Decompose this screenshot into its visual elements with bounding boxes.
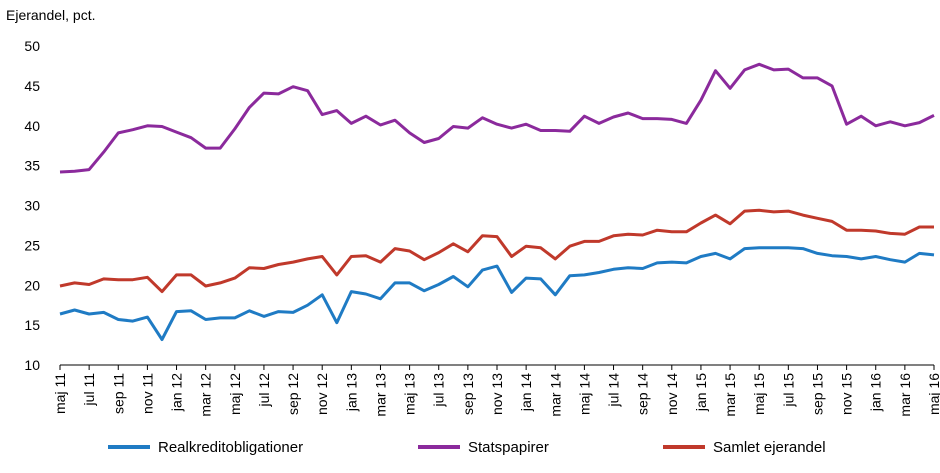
x-tick-label: maj 11 [52,373,68,414]
x-tick-label: jan 15 [693,373,709,412]
x-tick-label: sep 14 [635,373,651,415]
x-tick-label: sep 15 [809,373,825,415]
legend: Realkreditobligationer Statspapirer Samlet… [108,439,826,456]
y-tick-label: 25 [24,237,40,253]
y-tick-label: 35 [24,158,40,174]
x-tick-label: maj 16 [926,373,940,415]
y-tick-label: 30 [24,198,40,214]
x-tick-label: mar 15 [722,373,738,417]
x-tick-label: mar 12 [198,373,214,417]
legend-label: Samlet ejerandel [713,439,826,456]
x-tick-label: jul 13 [431,373,447,408]
x-tick-label: jan 14 [518,373,534,412]
x-axis: maj 11 jul 11 sep 11 nov 11 jan 12 mar 12 maj … [52,365,940,417]
x-tick-label: nov 14 [664,373,680,415]
series-line-statspapirer [59,62,935,174]
x-tick-label: jul 11 [81,373,97,407]
x-tick-label: jul 14 [606,373,622,408]
series-line-realkreditobligationer [59,246,935,341]
x-tick-label: nov 11 [139,373,155,414]
x-tick-label: jan 13 [343,373,359,412]
x-tick-label: nov 12 [314,373,330,415]
y-tick-label: 45 [24,78,40,94]
y-tick-label: 10 [24,357,40,373]
series-line-samlet-ejerandel [59,208,934,294]
x-tick-label: nov 15 [839,373,855,415]
x-tick-label: sep 11 [110,373,126,414]
y-tick-label: 20 [24,277,40,293]
x-tick-label: maj 12 [227,373,243,415]
x-tick-label: mar 16 [897,373,913,417]
y-tick-label: 40 [24,118,40,134]
x-tick-label: jul 15 [780,373,796,408]
x-tick-label: sep 12 [285,373,301,415]
y-axis-label: Ejerandel, pct. [6,7,96,23]
y-tick-label: 50 [24,38,40,54]
legend-label: Realkreditobligationer [158,439,303,456]
x-tick-label: mar 14 [547,373,563,417]
x-tick-label: maj 14 [576,373,592,415]
x-tick-label: sep 13 [460,373,476,415]
x-tick-label: jan 16 [868,373,884,412]
x-tick-label: nov 13 [489,373,505,415]
x-tick-label: maj 13 [402,373,418,415]
x-tick-label: jul 12 [256,373,272,408]
legend-label: Statspapirer [468,439,549,456]
series-lines [59,62,935,341]
x-tick-label: maj 15 [751,373,767,415]
x-tick-label: jan 12 [169,373,185,412]
y-tick-label: 15 [24,317,40,333]
y-axis: 10 15 20 25 30 35 40 45 50 [24,38,40,373]
x-tick-label: mar 13 [372,373,388,417]
